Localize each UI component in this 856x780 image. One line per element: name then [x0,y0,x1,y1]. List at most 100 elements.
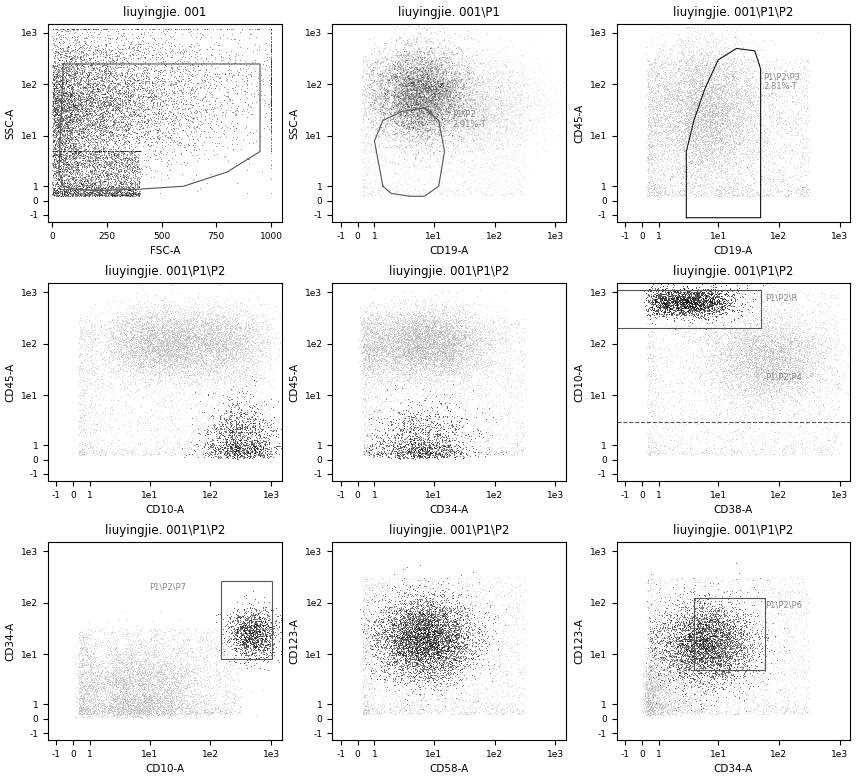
Point [669,703,682,715]
Point [140,677,154,690]
Point [76,425,90,438]
Point [484,334,497,346]
Point [771,185,785,197]
Point [676,142,690,154]
Point [644,176,657,189]
Point [363,345,377,357]
Point [375,326,389,339]
Point [205,346,218,358]
Point [698,685,711,697]
Point [417,361,431,374]
Point [418,332,431,345]
Point [213,705,227,718]
Point [671,147,685,160]
Point [369,448,383,461]
Point [434,688,448,700]
Point [243,448,257,461]
Point [418,96,431,108]
Point [90,703,104,715]
Point [785,356,799,368]
Point [211,346,225,358]
Point [237,327,251,339]
Point [175,360,188,372]
Point [490,62,503,75]
Point [397,628,411,640]
Point [416,441,430,453]
Point [451,336,465,349]
Point [377,647,391,659]
Point [713,93,727,105]
Point [255,339,269,351]
Point [161,158,175,171]
Point [395,94,409,106]
Point [723,596,737,608]
Point [654,181,668,193]
Point [95,166,109,179]
Point [448,308,461,321]
Point [259,445,273,457]
Point [149,701,163,714]
Point [651,291,665,303]
Point [96,99,110,112]
Point [642,108,656,121]
Point [139,708,152,721]
Point [152,129,166,141]
Point [440,351,454,363]
Point [116,178,130,190]
Point [502,415,515,427]
Point [146,91,160,104]
Point [104,644,118,657]
Point [392,682,406,694]
Point [517,67,531,80]
Point [647,707,661,720]
Point [658,169,672,182]
Point [363,640,377,653]
Point [228,337,241,349]
Point [419,359,433,371]
Point [428,320,442,332]
Point [728,55,741,68]
Point [201,679,215,692]
Point [509,117,523,129]
Point [411,654,425,666]
Point [490,174,504,186]
Point [704,321,717,334]
Point [381,344,395,356]
Point [680,703,693,715]
Point [506,697,520,710]
Point [231,392,245,405]
Point [410,353,424,365]
Point [132,358,146,370]
Point [80,103,94,115]
Point [644,179,657,192]
Point [725,447,739,459]
Point [56,107,70,119]
Point [708,133,722,145]
Point [409,317,423,329]
Point [80,154,93,166]
Point [669,298,682,310]
Point [232,429,246,441]
Point [197,327,211,339]
Point [418,357,431,370]
Point [242,633,256,646]
Point [646,404,660,417]
Point [199,676,213,689]
Point [737,587,751,599]
Point [700,619,714,632]
Point [698,294,711,307]
Point [718,346,732,358]
Point [271,440,285,452]
Point [450,617,464,629]
Point [433,353,447,365]
Point [654,69,668,82]
Point [80,628,94,640]
Point [683,107,697,119]
Point [668,112,681,124]
Point [401,293,415,306]
Point [386,672,400,685]
Point [224,627,238,640]
Point [729,101,743,113]
Point [778,65,792,77]
Point [442,326,455,339]
